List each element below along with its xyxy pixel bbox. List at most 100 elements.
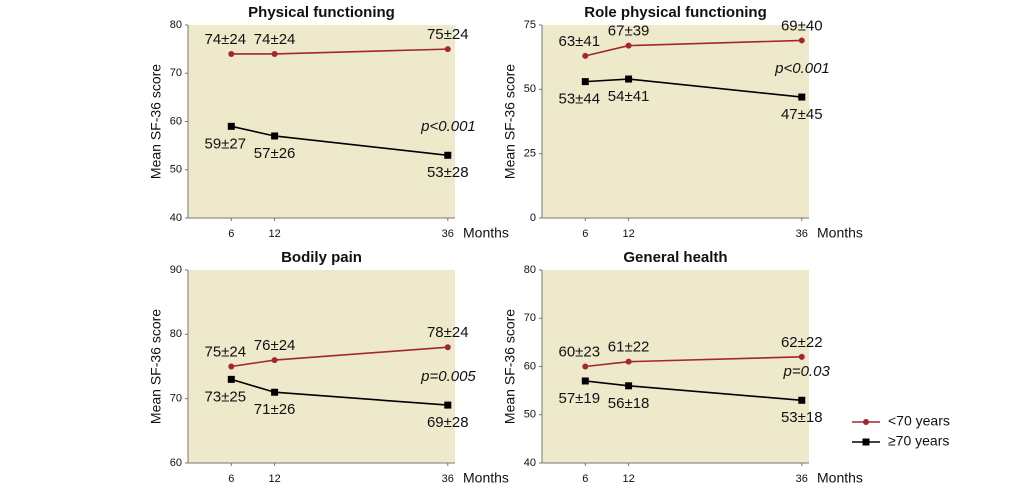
y-tick-label: 70	[524, 312, 536, 324]
y-tick-label: 0	[530, 212, 536, 224]
x-tick-label: 6	[228, 473, 234, 485]
marker-square	[862, 438, 870, 446]
x-axis-label: Months	[817, 225, 863, 241]
value-label: 71±26	[254, 401, 296, 418]
value-label: 74±24	[204, 31, 246, 48]
value-label: 76±24	[254, 337, 296, 354]
marker-circle	[625, 358, 632, 365]
value-label: 67±39	[608, 23, 650, 40]
plot-background	[188, 25, 455, 218]
marker-circle	[625, 42, 632, 49]
x-axis-label: Months	[817, 470, 863, 486]
value-label: 57±26	[254, 145, 296, 162]
y-tick-label: 80	[170, 328, 182, 340]
chart-title: General health	[623, 249, 727, 266]
p-value-annotation: p<0.001	[774, 60, 830, 77]
value-label: 56±18	[608, 395, 650, 412]
marker-circle	[271, 50, 278, 57]
y-tick-label: 50	[170, 164, 182, 176]
marker-circle	[582, 363, 589, 370]
y-tick-label: 80	[170, 19, 182, 31]
marker-square	[227, 122, 235, 130]
chart-title: Physical functioning	[248, 4, 395, 21]
marker-square	[444, 401, 452, 409]
value-label: 73±25	[204, 388, 246, 405]
marker-circle	[444, 46, 451, 53]
value-label: 53±18	[781, 409, 823, 426]
legend-label: ≥70 years	[888, 433, 949, 449]
marker-circle	[798, 37, 805, 44]
x-axis-label: Months	[463, 470, 509, 486]
value-label: 78±24	[427, 324, 469, 341]
value-label: 74±24	[254, 31, 296, 48]
y-tick-label: 25	[524, 148, 536, 160]
value-label: 57±19	[558, 390, 600, 407]
y-tick-label: 60	[170, 457, 182, 469]
marker-square	[798, 93, 806, 101]
y-axis-label: Mean SF-36 score	[148, 64, 164, 179]
y-tick-label: 90	[170, 264, 182, 276]
x-tick-label: 12	[268, 228, 280, 240]
marker-circle	[271, 357, 278, 364]
marker-circle	[582, 52, 589, 59]
marker-square	[625, 75, 633, 83]
value-label: 69±40	[781, 17, 823, 34]
marker-circle	[863, 419, 869, 425]
legend-label: <70 years	[888, 413, 950, 429]
x-axis-label: Months	[463, 225, 509, 241]
value-label: 60±23	[558, 343, 600, 360]
x-tick-label: 36	[442, 473, 454, 485]
y-tick-label: 80	[524, 264, 536, 276]
x-tick-label: 12	[268, 473, 280, 485]
x-tick-label: 6	[582, 228, 588, 240]
value-label: 47±45	[781, 106, 823, 123]
marker-circle	[228, 363, 235, 370]
p-value-annotation: p<0.001	[420, 118, 476, 135]
marker-square	[625, 382, 633, 390]
y-tick-label: 40	[524, 457, 536, 469]
x-tick-label: 12	[622, 473, 634, 485]
chart-title: Role physical functioning	[584, 4, 767, 21]
y-tick-label: 50	[524, 409, 536, 421]
marker-circle	[444, 344, 451, 351]
y-tick-label: 60	[524, 360, 536, 372]
marker-circle	[798, 353, 805, 360]
marker-circle	[228, 50, 235, 57]
value-label: 61±22	[608, 339, 650, 356]
p-value-annotation: p=0.005	[420, 368, 476, 385]
plot-background	[542, 270, 809, 463]
y-axis-label: Mean SF-36 score	[148, 309, 164, 424]
chart-title: Bodily pain	[281, 249, 362, 266]
value-label: 62±22	[781, 334, 823, 351]
marker-square	[798, 396, 806, 404]
y-tick-label: 75	[524, 19, 536, 31]
value-label: 69±28	[427, 414, 469, 431]
y-axis-label: Mean SF-36 score	[502, 309, 518, 424]
x-tick-label: 36	[796, 228, 808, 240]
value-label: 59±27	[204, 135, 246, 152]
value-label: 75±24	[204, 343, 246, 360]
y-tick-label: 60	[170, 115, 182, 127]
x-tick-label: 36	[442, 228, 454, 240]
marker-square	[271, 132, 279, 140]
value-label: 53±44	[558, 91, 600, 108]
x-tick-label: 6	[582, 473, 588, 485]
y-tick-label: 50	[524, 83, 536, 95]
marker-square	[271, 388, 279, 396]
marker-square	[444, 151, 452, 159]
y-tick-label: 40	[170, 212, 182, 224]
value-label: 75±24	[427, 26, 469, 43]
plot-background	[542, 25, 809, 218]
y-tick-label: 70	[170, 393, 182, 405]
marker-square	[581, 78, 589, 86]
marker-square	[581, 377, 589, 385]
value-label: 53±28	[427, 164, 469, 181]
p-value-annotation: p=0.03	[782, 363, 830, 380]
plot-background	[188, 270, 455, 463]
y-tick-label: 70	[170, 67, 182, 79]
value-label: 63±41	[558, 33, 600, 50]
y-axis-label: Mean SF-36 score	[502, 64, 518, 179]
x-tick-label: 6	[228, 228, 234, 240]
